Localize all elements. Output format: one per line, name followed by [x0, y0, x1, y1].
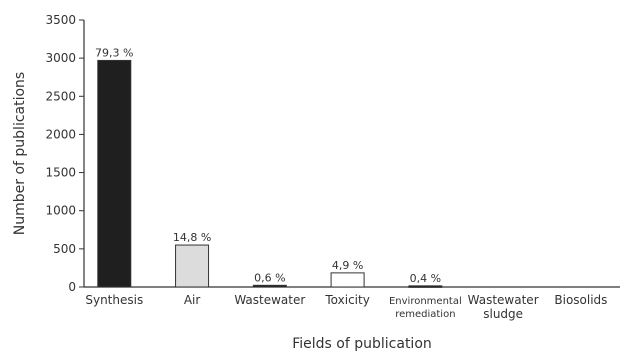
- bar: [252, 284, 287, 288]
- data-label: 0,6 %: [254, 271, 285, 284]
- y-axis-ticks: 0 500 1000 1500 2000 2500 3000 3500: [45, 13, 84, 294]
- y-tick-label: 0: [68, 280, 76, 294]
- bar: [330, 272, 365, 288]
- x-tick-label: Biosolids: [554, 293, 607, 307]
- bar: [408, 285, 443, 288]
- y-tick-label: 3000: [45, 51, 76, 65]
- y-tick-label: 1000: [45, 204, 76, 218]
- x-tick-label: Wastewater: [234, 293, 305, 307]
- bar: [97, 59, 132, 288]
- y-tick-label: 2500: [45, 89, 76, 103]
- axes: [83, 20, 620, 288]
- data-label: 0,4 %: [410, 272, 441, 285]
- y-tick-label: 2000: [45, 127, 76, 141]
- bars: [97, 59, 443, 288]
- y-tick-label: 3500: [45, 13, 76, 27]
- x-tick-label: Toxicity: [324, 293, 369, 307]
- data-label: 4,9 %: [332, 259, 363, 272]
- x-axis-title: Fields of publication: [292, 336, 432, 352]
- data-labels: 79,3 % 14,8 % 0,6 % 4,9 % 0,4 %: [95, 46, 441, 284]
- x-tick-labels: Synthesis Air Wastewater Toxicity Environmen…: [85, 293, 607, 321]
- data-label: 79,3 %: [95, 46, 133, 59]
- y-axis-title: Number of publications: [12, 72, 28, 235]
- x-tick-label: Synthesis: [85, 293, 143, 307]
- y-tick-label: 1500: [45, 166, 76, 180]
- x-tick-label: Wastewater sludge: [468, 293, 539, 321]
- x-tick-label: Environmental remediation: [389, 296, 462, 320]
- y-tick-label: 500: [53, 242, 76, 256]
- x-tick-label: Air: [184, 293, 201, 307]
- bar: [175, 244, 210, 288]
- data-label: 14,8 %: [173, 231, 211, 244]
